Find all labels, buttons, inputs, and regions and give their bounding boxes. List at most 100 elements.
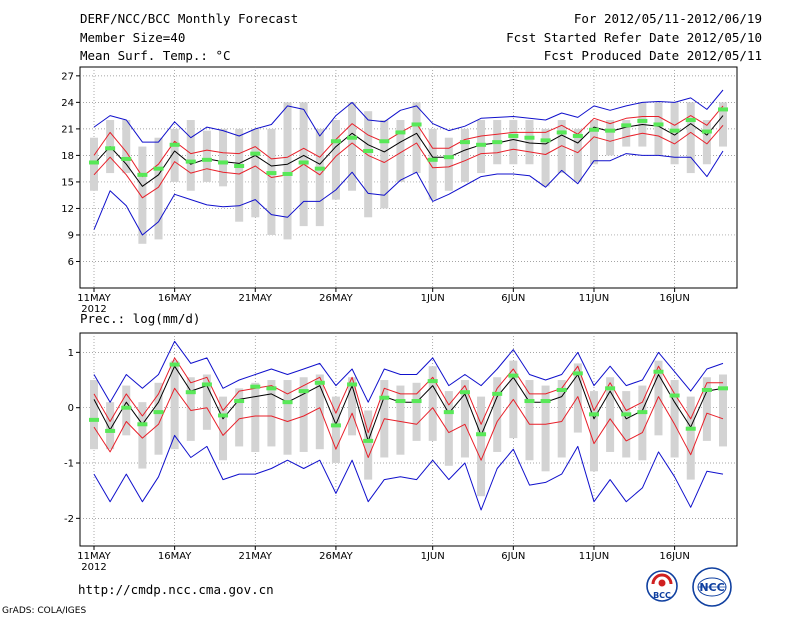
ensemble-range-box — [622, 120, 631, 147]
observed-marker — [395, 399, 406, 404]
ensemble-range-box — [686, 396, 695, 480]
ensemble-range-box — [444, 391, 453, 466]
ensemble-range-box — [670, 380, 679, 458]
ensemble-mean-line — [93, 115, 724, 187]
y-tick-label: 24 — [61, 98, 74, 109]
x-tick-label: 6JUN — [501, 293, 525, 304]
observed-marker — [685, 426, 696, 431]
ensemble-max-line — [93, 340, 724, 403]
observed-marker — [508, 133, 519, 138]
ensemble-range-box — [267, 128, 276, 235]
observed-marker — [605, 386, 616, 391]
ensemble-range-box — [557, 380, 566, 458]
observed-marker — [282, 171, 293, 176]
ensemble-range-box — [154, 137, 163, 240]
observed-marker — [234, 399, 245, 404]
ensemble-range-box — [428, 366, 437, 441]
observed-marker — [718, 107, 728, 112]
grads-credit: GrADS: COLA/IGES — [2, 606, 87, 616]
ensemble-range-box — [331, 120, 340, 200]
ensemble-range-box — [331, 396, 340, 464]
ensemble-range-box — [525, 380, 534, 461]
ensemble-range-box — [702, 120, 711, 165]
ensemble-range-box — [283, 102, 292, 240]
x-tick-label: 26MAY — [319, 551, 353, 562]
ensemble-range-box — [573, 128, 582, 182]
observed-marker — [459, 140, 470, 145]
ensemble-range-box — [267, 380, 276, 447]
ensemble-range-box — [477, 396, 486, 497]
observed-marker — [411, 122, 422, 127]
observed-marker — [185, 390, 196, 395]
ensemble-range-box — [219, 396, 228, 461]
observed-marker — [621, 412, 632, 417]
observed-marker — [669, 393, 680, 398]
bcc-logo-dot — [658, 579, 666, 587]
observed-marker — [411, 399, 422, 404]
spread-upper-line — [93, 105, 724, 178]
temperature-variable-label: Mean Surf. Temp.: °C — [80, 48, 231, 63]
x-tick-label: 16JUN — [659, 551, 689, 562]
x-tick-label: 16JUN — [659, 293, 689, 304]
source-url[interactable]: http://cmdp.ncc.cma.gov.cn — [78, 582, 274, 597]
observed-marker — [105, 428, 116, 433]
observed-marker — [89, 417, 99, 422]
ensemble-min-line — [93, 150, 724, 236]
observed-marker — [540, 399, 551, 404]
y-tick-label: -1 — [64, 459, 74, 470]
y-tick-label: 6 — [68, 257, 74, 268]
precipitation-panel-title: Prec.: log(mm/d) — [80, 311, 200, 326]
ensemble-range-box — [170, 128, 179, 182]
ensemble-range-box — [412, 382, 421, 441]
observed-marker — [508, 373, 519, 378]
ensemble-range-box — [589, 391, 598, 472]
ensemble-range-box — [348, 102, 357, 191]
observed-marker — [169, 362, 180, 367]
observed-marker — [250, 384, 261, 389]
ensemble-range-box — [606, 120, 615, 156]
observed-marker — [153, 410, 164, 415]
ensemble-range-box — [154, 382, 163, 455]
x-tick-label: 11MAY — [77, 551, 111, 562]
observed-marker — [443, 410, 454, 415]
spread-lower-line — [93, 124, 724, 199]
ensemble-range-box — [315, 374, 324, 450]
ensemble-range-box — [589, 120, 598, 165]
ensemble-range-box — [654, 102, 663, 156]
observed-marker — [169, 142, 180, 147]
observed-marker — [653, 369, 664, 374]
ensemble-range-box — [138, 146, 147, 244]
observed-marker — [363, 148, 374, 153]
observed-marker — [266, 386, 277, 391]
observed-marker — [718, 386, 728, 391]
observed-marker — [298, 160, 309, 165]
ensemble-range-box — [283, 380, 292, 455]
y-tick-label: 27 — [61, 71, 74, 82]
observed-marker — [250, 151, 261, 156]
observed-marker — [685, 118, 696, 123]
observed-marker — [137, 172, 148, 177]
ensemble-range-box — [702, 377, 711, 441]
ensemble-range-box — [380, 120, 389, 209]
observed-marker — [556, 130, 567, 135]
x-tick-label: 1JUN — [421, 551, 445, 562]
observed-marker — [347, 382, 358, 387]
observed-marker — [637, 118, 648, 123]
ensemble-range-box — [251, 128, 260, 218]
observed-marker — [105, 146, 116, 151]
forecast-period: For 2012/05/11-2012/06/19 — [573, 11, 762, 26]
observed-marker — [588, 127, 599, 132]
observed-marker — [153, 166, 164, 171]
ensemble-range-box — [251, 382, 260, 452]
observed-marker — [701, 129, 712, 134]
x-tick-year-label: 2012 — [81, 304, 106, 315]
observed-marker — [524, 135, 535, 140]
plot-frame — [79, 332, 738, 547]
observed-marker — [298, 389, 309, 394]
ensemble-range-box — [460, 380, 469, 458]
observed-marker — [653, 122, 664, 127]
observed-marker — [347, 135, 358, 140]
y-tick-label: 18 — [61, 151, 74, 162]
spread-lower-line — [93, 387, 724, 461]
